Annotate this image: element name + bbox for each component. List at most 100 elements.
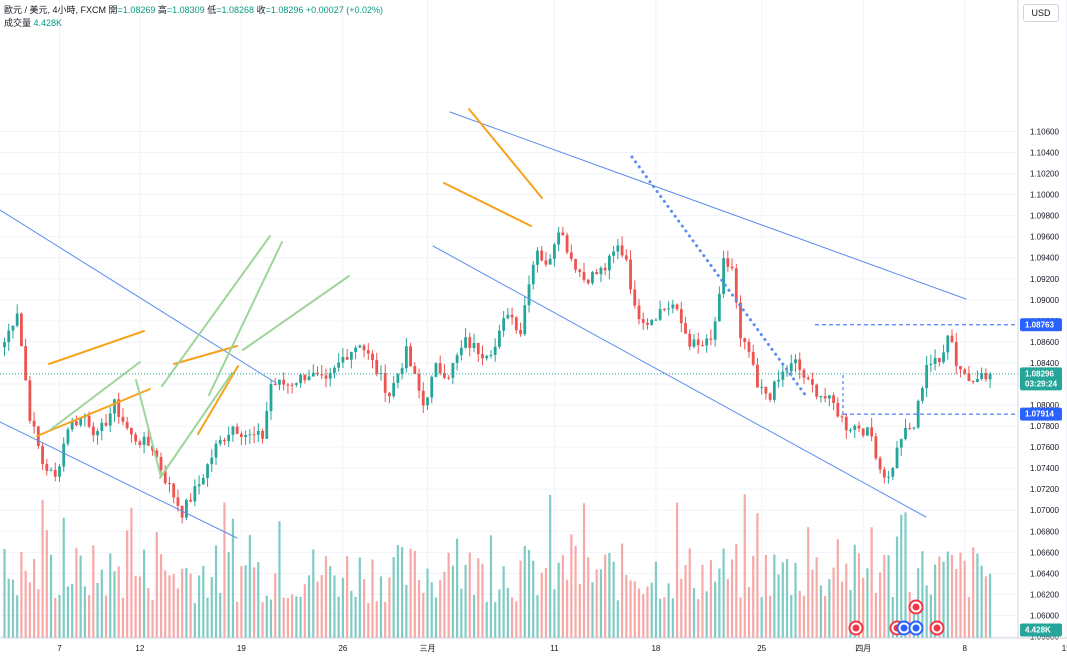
volume-bar [236,601,239,638]
volume-bar [223,502,226,638]
price-tick-label: 1.09600 [1030,233,1059,242]
price-tick-label: 1.07400 [1030,464,1059,473]
candle-body [840,416,844,418]
volume-bar [489,535,493,638]
volume-bar [527,550,531,638]
candle-body [58,466,61,477]
candle-body [624,255,628,260]
volume-bar [337,596,340,638]
candle-body [396,374,400,383]
volume-bar [299,596,302,638]
candle-body [925,364,929,389]
volume-bar [316,581,319,638]
time-tick-label: 12 [135,644,144,653]
volume-bar [244,565,247,638]
volume-bar [747,587,751,638]
volume-bar [126,530,129,638]
candle-body [887,476,890,478]
event-marker-dot [912,624,920,632]
candle-body [878,458,882,470]
candle-body [899,439,903,448]
pattern-green [135,379,162,478]
currency-button[interactable]: USD [1023,4,1059,22]
price-tick-label: 1.06800 [1030,527,1059,536]
pattern-orange [443,182,532,227]
volume-bar [807,527,810,638]
volume-bar [934,564,937,638]
candle-body [548,258,552,265]
volume-bar [553,589,556,638]
volume-bar [3,548,6,638]
candle-body [675,304,679,310]
price-tick-label: 1.08400 [1030,359,1059,368]
volume-bar [371,559,374,638]
volume-bar [193,602,196,638]
candle-body [28,380,32,421]
candle-body [756,364,759,388]
candle-body [582,272,586,280]
candle-body [189,499,193,502]
trendline-lower-left [0,421,238,539]
candle-body [603,267,607,271]
candle-body [206,464,209,479]
candle-body [646,322,649,325]
volume-bar [447,552,450,638]
time-tick-label: 25 [757,644,766,653]
drawings [0,108,1018,539]
candle-body [417,374,421,391]
volume-bar [261,602,264,638]
candle-body [468,337,472,348]
volume-bar [231,518,235,638]
volume-bar [836,539,839,638]
volume-bar [11,579,15,638]
candle-body [633,289,637,306]
candle-body [798,359,802,370]
volume-bar [75,547,78,638]
volume-bar [396,545,399,638]
pattern-green [49,361,141,431]
candle-body [734,268,738,303]
candle-body [908,427,912,429]
volume-bar [688,548,691,638]
trendline-upper-right [449,111,967,300]
candle-body [366,350,370,354]
volume-bar [197,575,201,638]
volume-bar [88,595,91,638]
volume-bar [646,586,649,638]
pattern-green [159,372,233,479]
volume-bar [320,575,323,638]
candle-body [168,483,171,485]
time-tick-label: 7 [57,644,62,653]
candle-body [781,371,785,380]
time-tick-label: 三月 [420,644,436,653]
volume-bar [972,547,975,638]
candle-body [430,376,434,398]
candle-body [561,232,565,236]
volume-bar [426,568,429,638]
candle-body [409,346,412,367]
volume-bar [464,564,467,638]
candle-body [658,309,662,320]
price-tick-label: 1.10600 [1030,128,1059,137]
candle-body [667,308,671,310]
price-tick-label: 1.09200 [1030,275,1059,284]
volume-bar [468,552,471,638]
candle-body [159,457,163,471]
candle-body [489,354,493,356]
candle-body [383,372,387,393]
candle-body [459,347,463,356]
candle-body [641,319,645,323]
volume-bar [587,557,590,638]
candle-body [91,426,95,436]
volume-bar [802,595,806,638]
candle-body [751,351,755,365]
volume-bar [578,584,581,638]
volume-bar [887,555,890,638]
volume-bar [824,595,827,638]
candle-body [662,309,666,311]
price-tick-label: 1.07600 [1030,443,1059,452]
candle-body [849,429,852,431]
candle-body [811,379,814,385]
candle-body [66,429,70,444]
